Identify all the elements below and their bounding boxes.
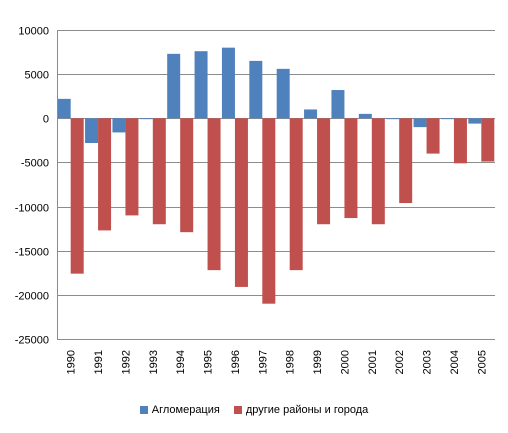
legend: Агломерация другие районы и города: [0, 404, 508, 416]
legend-swatch-agglomeration: [139, 406, 148, 414]
bar-agglomeration-2003: [413, 118, 427, 128]
bar-agglomeration-2005: [468, 118, 482, 124]
bar-agglomeration-1993: [139, 118, 153, 120]
y-tick-label: 0: [43, 114, 49, 126]
bar-other-regions-2002: [399, 118, 413, 204]
bar-other-regions-1996: [234, 118, 248, 287]
y-tick-label: -10000: [15, 203, 49, 215]
x-tick-label: 1997: [257, 350, 269, 374]
bar-agglomeration-2001: [358, 113, 372, 119]
bar-other-regions-1991: [98, 118, 112, 231]
bar-other-regions-2004: [453, 118, 467, 164]
y-tick-label: -20000: [15, 291, 49, 303]
legend-item-agglomeration: Агломерация: [139, 404, 220, 416]
x-tick-label: 1991: [93, 350, 105, 374]
x-tick-label: 1995: [203, 350, 215, 374]
y-axis-labels: 10000 5000 0 -5000 -10000 -15000 -20000 -25000: [15, 26, 49, 347]
bar-agglomeration-1991: [85, 118, 99, 144]
bar-agglomeration-1990: [57, 98, 71, 119]
x-tick-label: 1998: [285, 350, 297, 374]
x-tick-label: 2004: [449, 350, 461, 374]
bar-agglomeration-1997: [249, 60, 263, 119]
y-tick-label: 10000: [18, 26, 49, 38]
x-tick-label: 1992: [120, 350, 132, 374]
x-tick-label: 2003: [422, 350, 434, 374]
bar-other-regions-2000: [344, 118, 358, 219]
x-tick-label: 2001: [367, 350, 379, 374]
bar-agglomeration-2002: [386, 118, 400, 120]
bar-agglomeration-1995: [194, 51, 208, 119]
bar-other-regions-1997: [262, 118, 276, 304]
x-tick-label: 1990: [66, 350, 78, 374]
bars: [57, 47, 495, 304]
bar-other-regions-1998: [289, 118, 303, 271]
bar-agglomeration-1996: [221, 47, 235, 119]
x-tick-label: 2002: [394, 350, 406, 374]
bar-other-regions-1990: [70, 118, 84, 274]
x-tick-label: 1993: [148, 350, 160, 374]
bar-other-regions-1992: [125, 118, 139, 216]
bar-agglomeration-1992: [112, 118, 126, 133]
bar-agglomeration-2000: [331, 90, 345, 119]
x-tick-label: 2005: [476, 350, 488, 374]
x-tick-label: 1999: [312, 350, 324, 374]
bar-agglomeration-1998: [276, 68, 290, 119]
bar-other-regions-2005: [481, 118, 495, 162]
legend-label-agglomeration: Агломерация: [151, 404, 220, 416]
bar-agglomeration-1999: [304, 109, 318, 119]
y-tick-label: 5000: [25, 70, 49, 82]
legend-item-other-regions: другие районы и города: [233, 404, 369, 416]
bar-other-regions-1994: [180, 118, 194, 233]
bar-agglomeration-1994: [167, 53, 181, 119]
bar-chart: 1000050000-5000-10000-15000-20000-25000 …: [15, 26, 495, 374]
bar-agglomeration-2004: [440, 118, 454, 120]
bar-other-regions-2001: [371, 118, 385, 225]
gridlines: [57, 30, 495, 340]
bar-other-regions-1999: [317, 118, 331, 225]
x-tick-label: 1994: [175, 350, 187, 374]
legend-label-other-regions: другие районы и города: [245, 404, 369, 416]
bar-other-regions-2003: [426, 118, 440, 154]
y-tick-label: -25000: [15, 335, 49, 347]
x-axis-labels: 1990 1991 1992 1993 1994 1995 1996 1997 1998 1999…: [66, 350, 489, 374]
y-tick-label: -15000: [15, 247, 49, 259]
y-tick-label: -5000: [21, 158, 49, 170]
x-tick-label: 2000: [339, 350, 351, 374]
x-tick-label: 1996: [230, 350, 242, 374]
bar-other-regions-1995: [207, 118, 221, 271]
legend-swatch-other-regions: [233, 406, 242, 414]
bar-other-regions-1993: [152, 118, 166, 225]
